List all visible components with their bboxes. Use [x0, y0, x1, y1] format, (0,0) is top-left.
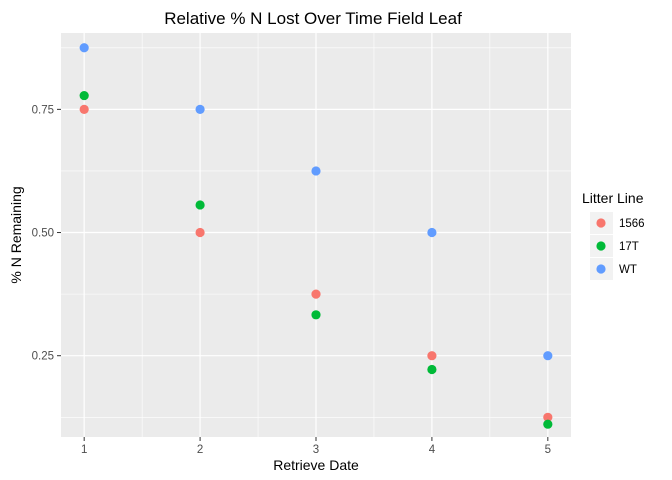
- legend-swatch-1566: [596, 218, 606, 228]
- data-point-17T: [195, 200, 205, 210]
- data-point-WT: [311, 166, 321, 176]
- x-tick-label: 4: [429, 444, 436, 456]
- data-point-1566: [195, 227, 205, 238]
- data-point-1566: [311, 289, 321, 299]
- y-axis-title: % N Remaining: [8, 186, 24, 283]
- y-tick-label: 0.50: [32, 228, 54, 240]
- legend-label-WT: WT: [619, 264, 637, 276]
- x-tick-label: 3: [313, 444, 319, 456]
- y-tick-label: 0.75: [32, 104, 54, 116]
- legend-label-1566: 1566: [619, 218, 645, 230]
- chart-title: Relative % N Lost Over Time Field Leaf: [164, 9, 462, 28]
- y-tick-label: 0.25: [32, 351, 54, 363]
- legend-swatch-17T: [596, 241, 606, 251]
- data-point-WT: [427, 227, 437, 238]
- data-point-WT: [543, 351, 553, 361]
- data-point-17T: [543, 419, 553, 429]
- data-point-1566: [427, 351, 437, 361]
- data-point-WT: [79, 43, 89, 53]
- data-points: [79, 43, 553, 429]
- data-point-WT: [195, 104, 205, 114]
- x-tick-label: 1: [81, 444, 87, 456]
- y-axis-ticks: 0.25 0.50 0.75: [32, 104, 61, 363]
- data-point-17T: [427, 364, 437, 375]
- legend: Litter Line 1566 17T WT: [582, 190, 645, 280]
- x-axis-title: Retrieve Date: [273, 457, 359, 473]
- legend-title: Litter Line: [582, 190, 644, 206]
- legend-swatch-WT: [596, 264, 606, 274]
- data-point-1566: [543, 412, 553, 422]
- legend-label-17T: 17T: [619, 241, 639, 253]
- x-tick-label: 5: [545, 444, 551, 456]
- data-point-1566: [79, 104, 89, 114]
- data-point-17T: [311, 310, 321, 320]
- x-tick-label: 2: [197, 444, 203, 456]
- x-axis-ticks: 1 2 3 4 5: [81, 437, 551, 456]
- data-point-17T: [79, 90, 89, 101]
